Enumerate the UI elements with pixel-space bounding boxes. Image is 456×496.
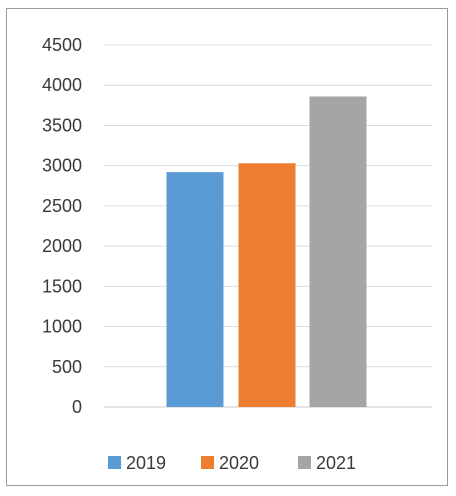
bar-2020 [238, 163, 296, 407]
legend-item-2021: 2021 [298, 453, 356, 473]
y-tick-label: 2500 [42, 196, 82, 216]
chart-frame [6, 8, 448, 486]
y-tick-label: 4500 [42, 35, 82, 55]
y-tick-label: 1500 [42, 276, 82, 296]
y-axis-tick-labels: 0 500 1000 1500 2000 2500 3000 3500 4000 4500 [42, 35, 82, 417]
legend-item-2020: 2020 [201, 453, 259, 473]
legend-item-2019: 2019 [108, 453, 166, 473]
legend: 2019 2020 2021 [108, 453, 356, 473]
legend-swatch [108, 456, 121, 469]
legend-label: 2020 [219, 453, 259, 473]
y-tick-label: 3500 [42, 115, 82, 135]
legend-swatch [298, 456, 311, 469]
y-tick-label: 2000 [42, 236, 82, 256]
y-tick-label: 500 [52, 357, 82, 377]
y-tick-label: 4000 [42, 75, 82, 95]
y-tick-label: 0 [72, 397, 82, 417]
y-tick-label: 1000 [42, 317, 82, 337]
bars [166, 96, 367, 408]
legend-label: 2019 [126, 453, 166, 473]
y-tick-label: 3000 [42, 156, 82, 176]
gridlines [104, 44, 432, 408]
legend-label: 2021 [316, 453, 356, 473]
bar-2021 [309, 96, 367, 408]
legend-swatch [201, 456, 214, 469]
bar-2019 [166, 172, 224, 407]
